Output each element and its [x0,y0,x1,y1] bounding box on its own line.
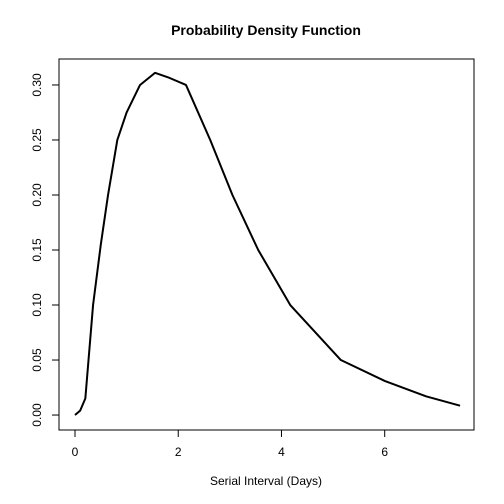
y-tick-label: 0.25 [30,128,44,152]
y-tick-label: 0.00 [30,403,44,427]
y-tick-label: 0.30 [30,73,44,97]
x-tick-label: 4 [278,445,285,459]
y-tick-label: 0.20 [30,183,44,207]
y-tick-label: 0.05 [30,348,44,372]
x-tick-label: 2 [175,445,182,459]
y-tick-label: 0.10 [30,293,44,317]
y-tick-label: 0.15 [30,238,44,262]
x-tick-label: 6 [381,445,388,459]
x-tick-label: 0 [72,445,79,459]
x-axis-label: Serial Interval (Days) [210,474,322,488]
chart-title: Probability Density Function [171,22,361,38]
density-line [74,71,461,416]
